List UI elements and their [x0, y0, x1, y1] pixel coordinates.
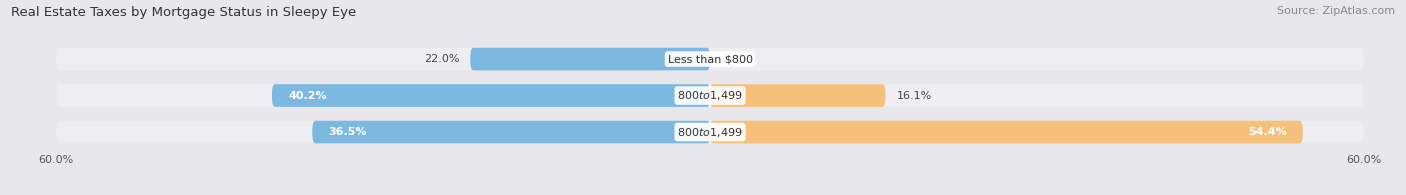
FancyBboxPatch shape — [312, 121, 710, 143]
FancyBboxPatch shape — [470, 48, 710, 70]
Text: Real Estate Taxes by Mortgage Status in Sleepy Eye: Real Estate Taxes by Mortgage Status in … — [11, 6, 357, 19]
Text: 36.5%: 36.5% — [329, 127, 367, 137]
Text: 0.0%: 0.0% — [721, 54, 749, 64]
Text: $800 to $1,499: $800 to $1,499 — [678, 126, 742, 138]
Text: 54.4%: 54.4% — [1247, 127, 1286, 137]
Text: 40.2%: 40.2% — [288, 90, 328, 101]
FancyBboxPatch shape — [56, 48, 1364, 70]
FancyBboxPatch shape — [271, 84, 710, 107]
FancyBboxPatch shape — [710, 121, 1303, 143]
FancyBboxPatch shape — [56, 121, 1364, 143]
Text: 22.0%: 22.0% — [425, 54, 460, 64]
Text: Source: ZipAtlas.com: Source: ZipAtlas.com — [1277, 6, 1395, 16]
FancyBboxPatch shape — [710, 84, 886, 107]
FancyBboxPatch shape — [56, 84, 1364, 107]
Text: Less than $800: Less than $800 — [668, 54, 752, 64]
Text: 16.1%: 16.1% — [897, 90, 932, 101]
Text: $800 to $1,499: $800 to $1,499 — [678, 89, 742, 102]
